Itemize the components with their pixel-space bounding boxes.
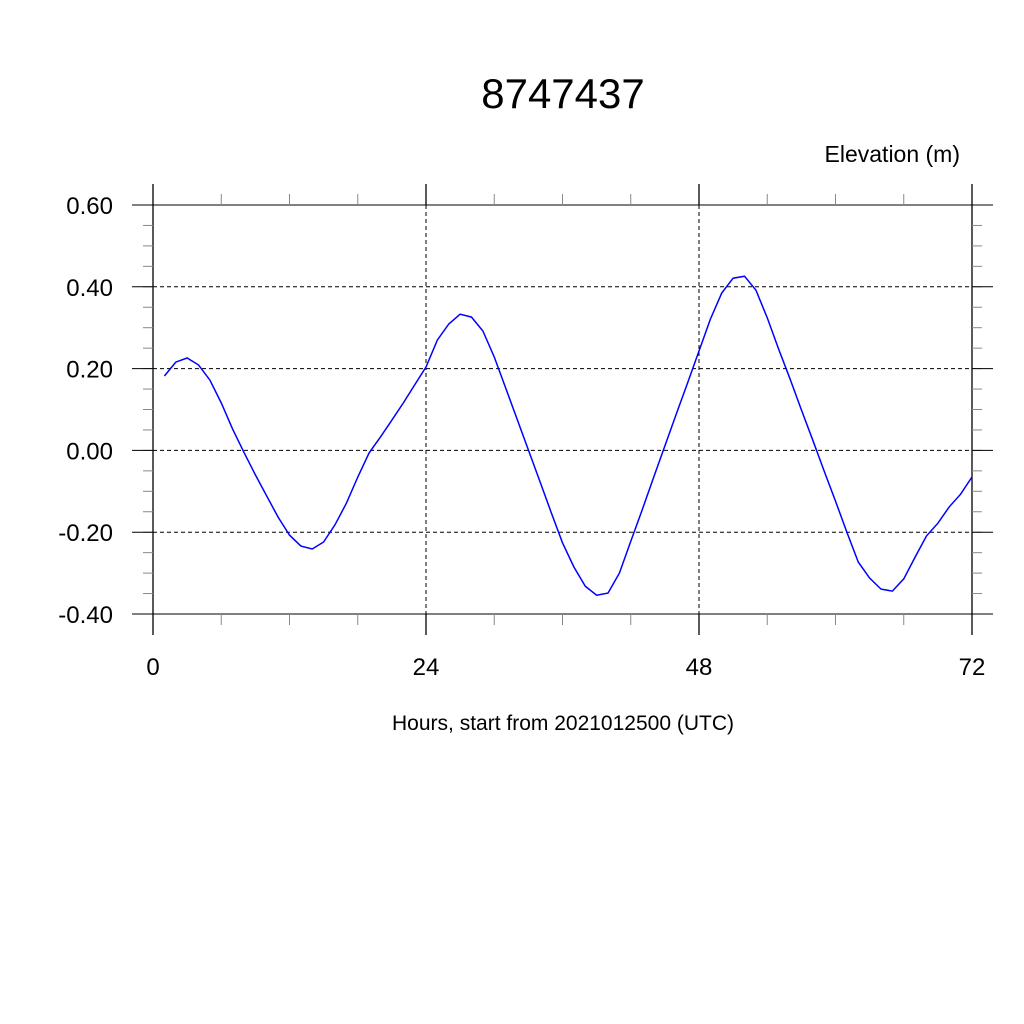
x-tick-label: 48 xyxy=(686,654,713,681)
y-tick-label: -0.20 xyxy=(58,520,113,547)
y-tick-label: 0.40 xyxy=(66,275,113,302)
elevation-line xyxy=(163,275,973,596)
y-tick-label: 0.00 xyxy=(66,438,113,465)
y-tick-label: 0.20 xyxy=(66,357,113,384)
tick-labels: 0.60 0.40 0.20 0.00 -0.20 -0.40 0 24 48 72 xyxy=(58,193,985,681)
x-axis-label: Hours, start from 2021012500 (UTC) xyxy=(392,712,734,735)
grid xyxy=(152,204,973,615)
y-axis-label: Elevation (m) xyxy=(825,141,960,167)
y-tick-label: -0.40 xyxy=(58,602,113,629)
axes xyxy=(132,184,993,635)
series-layer xyxy=(163,275,973,596)
x-tick-label: 72 xyxy=(959,654,986,681)
y-tick-label: 0.60 xyxy=(66,193,113,220)
chart-title: 8747437 xyxy=(481,70,645,117)
x-tick-label: 24 xyxy=(413,654,440,681)
x-tick-label: 0 xyxy=(146,654,159,681)
